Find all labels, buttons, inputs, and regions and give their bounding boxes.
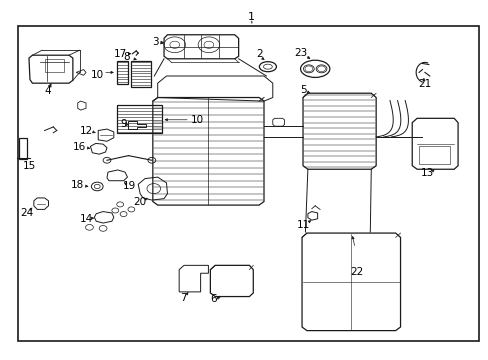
Text: 24: 24 bbox=[20, 208, 34, 218]
Bar bbox=[18, 26, 478, 341]
Text: 9: 9 bbox=[121, 119, 127, 129]
Text: 20: 20 bbox=[133, 197, 146, 207]
Text: 5: 5 bbox=[300, 85, 306, 95]
Text: 17: 17 bbox=[114, 49, 127, 59]
Text: 10: 10 bbox=[190, 115, 203, 125]
Text: 1: 1 bbox=[248, 12, 255, 22]
Text: 18: 18 bbox=[71, 180, 84, 190]
Text: 11: 11 bbox=[296, 220, 309, 230]
Text: 2: 2 bbox=[255, 49, 262, 59]
Text: 19: 19 bbox=[122, 181, 136, 191]
Text: 16: 16 bbox=[73, 142, 86, 152]
Text: 12: 12 bbox=[79, 126, 92, 135]
Text: 13: 13 bbox=[420, 168, 433, 178]
Text: 7: 7 bbox=[180, 293, 186, 303]
Text: 4: 4 bbox=[44, 83, 51, 96]
Text: 21: 21 bbox=[417, 79, 430, 89]
Text: 15: 15 bbox=[22, 161, 36, 171]
Text: 22: 22 bbox=[349, 267, 363, 277]
Text: 23: 23 bbox=[293, 48, 306, 58]
Text: 8: 8 bbox=[123, 52, 129, 62]
Text: 3: 3 bbox=[152, 37, 163, 47]
Text: 10: 10 bbox=[90, 70, 103, 80]
Text: 14: 14 bbox=[80, 214, 93, 224]
Text: 6: 6 bbox=[209, 294, 216, 304]
